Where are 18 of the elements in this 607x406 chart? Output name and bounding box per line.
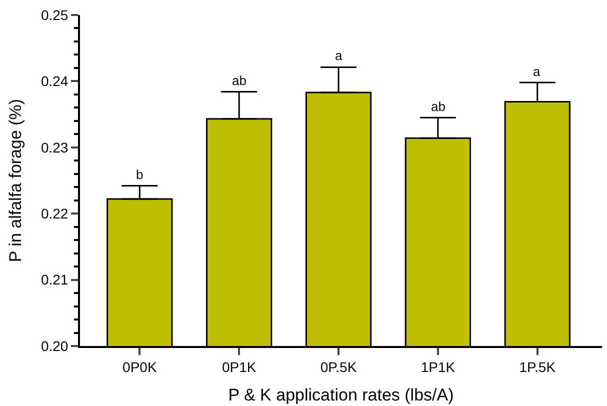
x-tick-label: 0P.5K [320,358,358,375]
x-tick-label: 0P1K [222,358,257,375]
annotation: ab [431,99,446,114]
x-axis-title: P & K application rates (lbs/A) [228,386,454,405]
annotation: ab [232,73,246,88]
y-tick-label: 0.23 [40,139,68,156]
annotation: b [136,167,144,182]
x-tick-label: 0P0K [122,358,158,375]
y-tick-label: 0.20 [40,338,68,354]
y-axis-title: P in alfalfa forage (%) [6,98,25,262]
annotation: a [335,48,343,63]
annotation: a [533,64,541,79]
y-tick-label: 0.22 [40,206,68,222]
x-tick-label: 1P.5K [519,358,556,375]
y-tick-label: 0.21 [40,272,68,288]
x-tick-label: 1P1K [420,358,456,375]
y-tick-label: 0.24 [40,73,68,90]
y-tick-label: 0.25 [40,6,68,23]
